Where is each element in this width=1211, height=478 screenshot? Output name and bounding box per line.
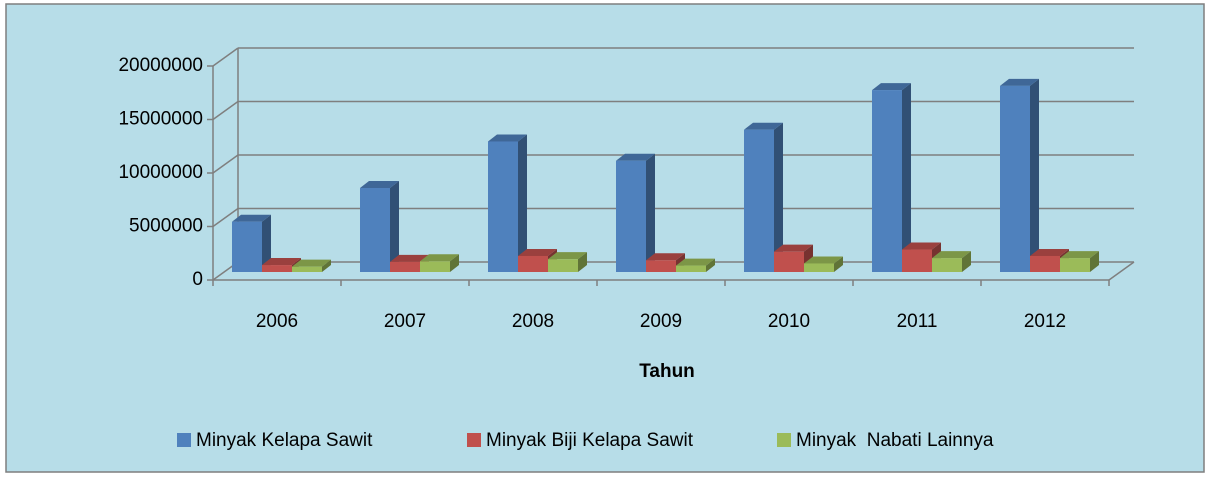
y-tick-label: 10000000 — [118, 162, 203, 183]
bar — [488, 141, 518, 272]
legend-label: Minyak Kelapa Sawit — [196, 430, 373, 451]
x-tick-label: 2009 — [640, 311, 682, 332]
bar-top — [1060, 251, 1099, 259]
bar-side — [578, 252, 587, 272]
bar-top — [262, 258, 301, 266]
bar — [902, 249, 932, 272]
y-tick-label: 15000000 — [118, 109, 203, 130]
bar-top — [902, 242, 941, 250]
bar — [646, 260, 676, 272]
bar — [420, 261, 450, 272]
bar-top — [488, 134, 527, 142]
bar — [1000, 85, 1030, 272]
bar — [232, 221, 262, 272]
x-tick-label: 2010 — [768, 311, 810, 332]
grid-line-side — [212, 154, 239, 174]
x-tick-label: 2008 — [512, 311, 554, 332]
bar-top — [1030, 248, 1069, 256]
bar-top — [518, 248, 557, 256]
bar — [932, 258, 962, 272]
grid-line-side — [212, 100, 239, 121]
legend-swatch — [467, 433, 481, 447]
bar-side — [518, 134, 527, 272]
bar-top — [646, 253, 685, 261]
bar-side — [774, 122, 783, 272]
bar — [676, 265, 706, 272]
x-axis-side — [1108, 261, 1135, 281]
bar-top — [872, 83, 911, 91]
bar-side — [902, 83, 911, 272]
bar — [1060, 258, 1090, 272]
bar-top — [676, 258, 715, 266]
bar — [548, 259, 578, 272]
bar-side — [390, 181, 399, 272]
x-axis-title: Tahun — [639, 361, 695, 382]
bar — [262, 265, 292, 272]
bar-top — [616, 153, 655, 161]
bar-side — [706, 258, 715, 272]
bar — [292, 266, 322, 272]
bar-top — [1000, 78, 1039, 86]
grid-line-side — [212, 47, 239, 67]
bar — [774, 251, 804, 272]
bar-top — [774, 244, 813, 252]
legend-swatch — [777, 433, 791, 447]
bar-top — [420, 254, 459, 262]
bar — [872, 90, 902, 272]
grid-line-side — [212, 207, 239, 228]
y-tick-label: 20000000 — [118, 55, 203, 76]
bar-side — [1030, 78, 1039, 272]
bar-top — [932, 251, 971, 259]
bar — [390, 261, 420, 272]
bar-top — [744, 122, 783, 130]
bar-side — [262, 214, 271, 272]
legend-label: Minyak Biji Kelapa Sawit — [486, 430, 694, 451]
bar — [744, 129, 774, 272]
bar — [616, 160, 646, 272]
bar-side — [962, 251, 971, 272]
x-tick-label: 2006 — [256, 311, 298, 332]
bar-top — [232, 214, 271, 222]
x-tick-label: 2007 — [384, 311, 426, 332]
bar-side — [646, 153, 655, 272]
legend-label: Minyak Nabati Lainnya — [796, 430, 994, 451]
y-tick-label: 0 — [192, 269, 203, 290]
bar-top — [548, 252, 587, 260]
x-tick-label: 2011 — [897, 311, 938, 332]
bar — [1030, 255, 1060, 272]
bar-top — [804, 256, 843, 264]
x-tick-label: 2012 — [1024, 311, 1066, 332]
bar — [360, 188, 390, 272]
legend-swatch — [177, 433, 191, 447]
bar-side — [1090, 251, 1099, 272]
bar-side — [322, 259, 331, 272]
bar — [518, 255, 548, 272]
bar-top — [390, 254, 429, 262]
bar-top — [360, 181, 399, 189]
bar — [804, 263, 834, 272]
bar-top — [292, 259, 331, 267]
bar-side — [834, 256, 843, 272]
y-tick-label: 5000000 — [129, 216, 203, 237]
bar-side — [450, 254, 459, 272]
